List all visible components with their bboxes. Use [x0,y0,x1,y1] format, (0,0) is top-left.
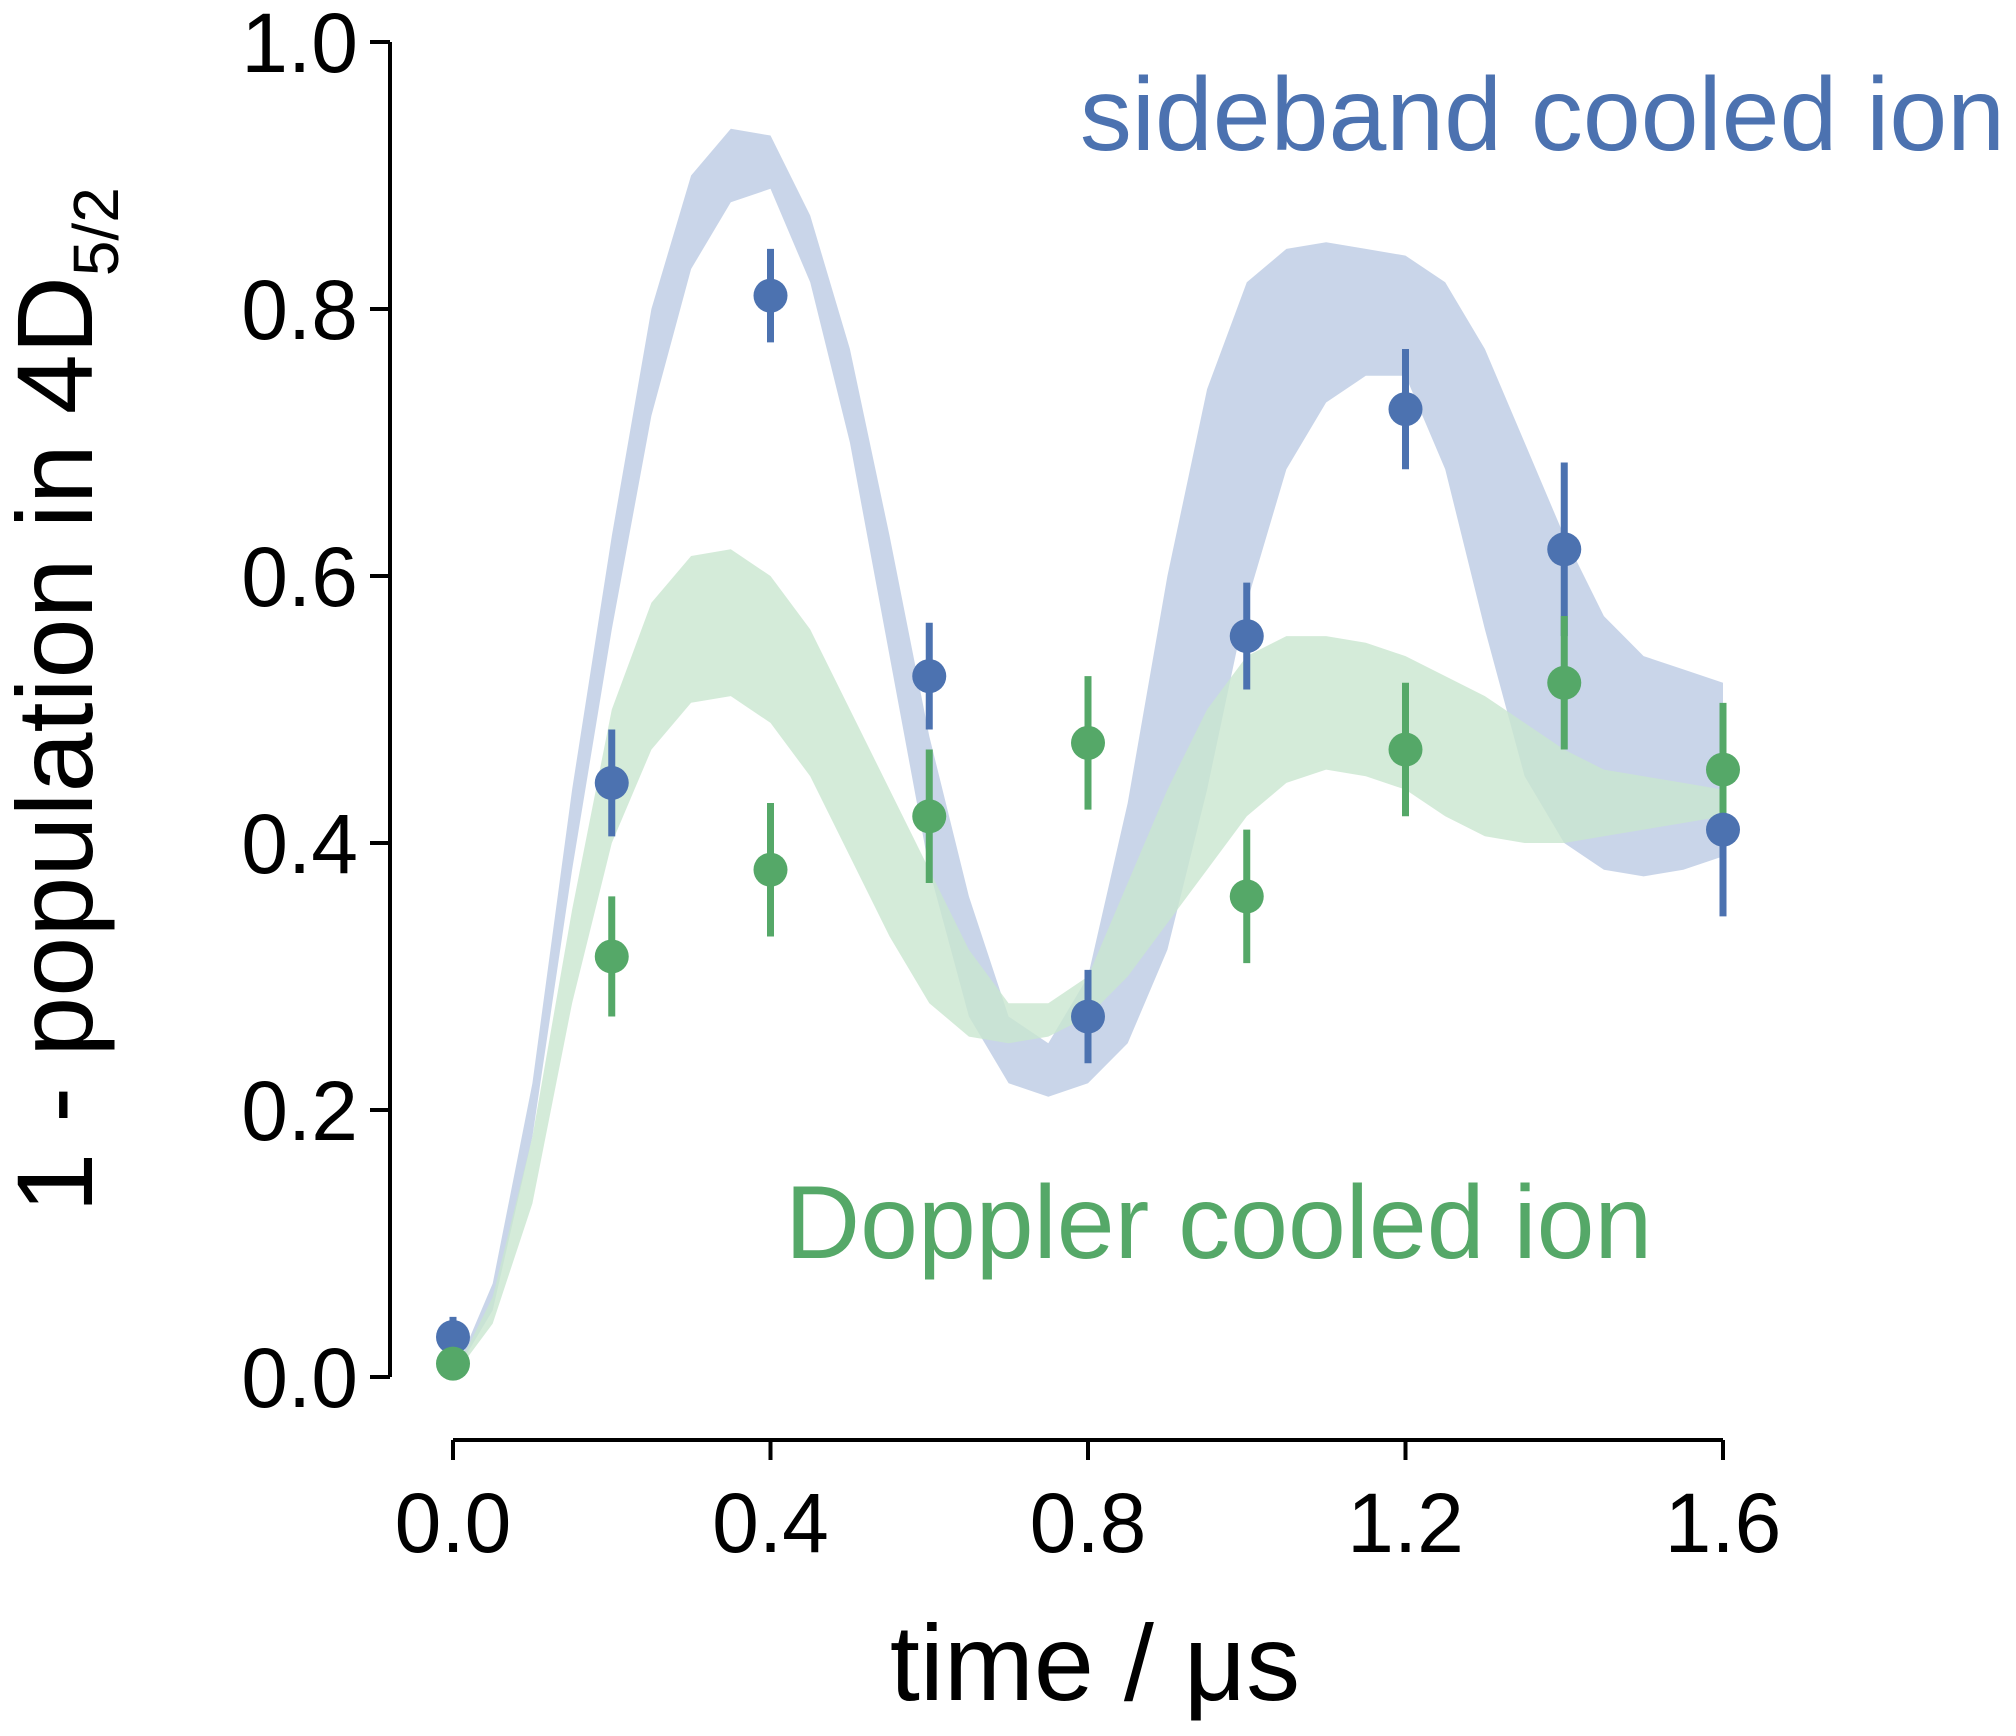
point-series-0 [1547,532,1582,567]
point-series-1 [1547,665,1582,700]
y-tick-label: 0.6 [241,530,358,624]
y-axis: 0.0 0.2 0.4 0.6 0.8 1.0 [241,0,392,1425]
point-series-0 [1388,392,1423,427]
y-tick-label: 0.2 [241,1064,358,1158]
x-axis: 0.0 0.4 0.8 1.2 1.6 [395,1438,1782,1570]
y-tick-label: 0.8 [241,263,358,357]
series-label-doppler: Doppler cooled ion [785,1165,1652,1281]
point-series-1 [436,1346,470,1381]
y-axis-title: 1 - population in 4D5/2 [0,187,132,1213]
point-series-0 [912,659,947,694]
point-series-0 [436,1319,470,1354]
x-tick-label: 0.0 [395,1476,512,1570]
point-series-1 [912,799,947,834]
x-tick-label: 1.6 [1665,1476,1782,1570]
point-series-1 [1706,752,1740,787]
series-label-sideband: sideband cooled ion [1080,57,2005,173]
x-tick-label: 0.4 [712,1476,829,1570]
data-points [436,278,1740,1381]
point-series-0 [1229,619,1264,654]
x-axis-title: time / μs [890,1602,1300,1723]
point-series-1 [594,939,629,974]
point-series-1 [753,852,788,887]
y-tick-label: 1.0 [241,0,358,90]
point-series-0 [1706,812,1740,847]
y-axis-title-subscript: 5/2 [60,187,132,276]
point-series-0 [594,765,629,800]
x-tick-label: 1.2 [1347,1476,1464,1570]
x-tick-label: 0.8 [1030,1476,1147,1570]
point-series-0 [1071,999,1105,1034]
point-series-0 [753,278,788,313]
point-series-1 [1071,725,1105,760]
point-series-1 [1388,732,1423,767]
y-tick-label: 0.0 [241,1331,358,1425]
y-tick-label: 0.4 [241,797,358,891]
y-axis-title-main: 1 - population in 4D [0,276,115,1213]
point-series-1 [1229,879,1264,914]
